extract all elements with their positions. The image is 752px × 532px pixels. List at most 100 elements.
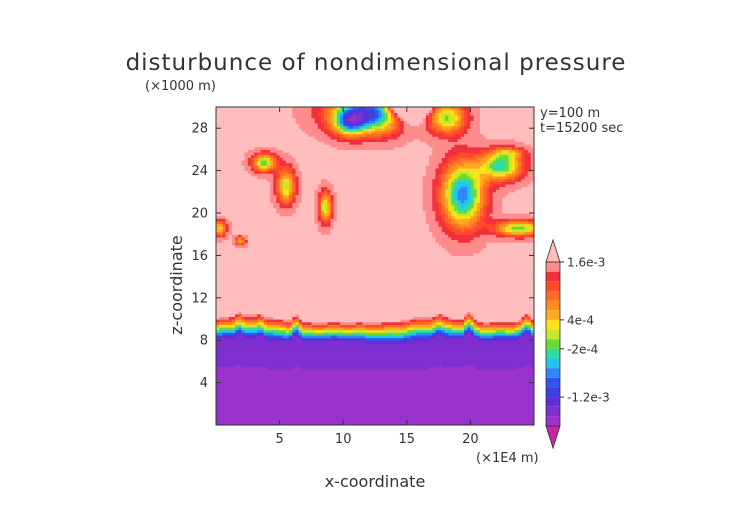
contour-cell [518,165,522,169]
contour-cell [289,202,293,206]
contour-cell [231,242,236,246]
contour-cell [467,311,471,315]
contour-cell [244,242,249,246]
contour-cell [502,210,534,214]
contour-cell [476,157,484,161]
contour-cell [476,223,497,227]
contour-cell [486,194,491,198]
contour-cell [292,197,297,201]
contour-cell [460,160,481,164]
contour-cell [346,107,351,111]
contour-cell [222,234,227,238]
contour-cell [295,183,300,188]
contour-cell [279,154,293,158]
contour-cell [352,133,367,137]
contour-cell [486,162,491,166]
contour-cell [330,120,335,124]
contour-cell [216,191,271,196]
contour-cell [457,109,462,113]
contour-cell [231,231,322,235]
contour-cell [435,194,440,198]
contour-cell [273,316,293,320]
contour-cell [336,197,424,201]
contour-cell [473,236,516,241]
contour-cell [451,178,456,182]
contour-cell [524,175,534,180]
contour-cell [244,329,258,333]
contour-cell [441,202,446,206]
contour-cell [511,162,516,166]
contour-cell [273,162,278,166]
contour-cell [470,122,481,127]
contour-cell [530,329,534,333]
contour-cell [479,218,484,222]
contour-cell [289,183,293,188]
contour-cell [530,364,534,368]
contour-cell [282,178,290,182]
contour-cell [435,109,440,113]
contour-cell [403,130,430,135]
contour-cell [454,197,459,201]
contour-cell [320,194,325,198]
contour-cell [451,202,456,206]
colorbar-segment [546,329,560,340]
contour-cell [502,197,534,201]
contour-cell [216,220,223,225]
contour-cell [314,189,322,193]
contour-cell [470,191,475,196]
contour-cell [502,231,506,235]
contour-cell [282,321,293,325]
contour-cell [266,154,271,158]
contour-cell [473,117,481,121]
contour-cell [527,319,532,323]
contour-cell [451,186,456,190]
contour-cell [279,183,284,188]
contour-cell [470,326,475,331]
contour-cell [355,122,360,127]
contour-cell [295,321,300,325]
contour-cell [514,154,519,158]
contour-cell [343,133,351,137]
contour-cell [216,122,300,127]
contour-cell [422,194,433,198]
contour-cell [438,197,443,201]
contour-cell [285,324,290,328]
contour-cell [279,202,284,206]
contour-cell [454,199,459,203]
contour-cell [384,117,389,121]
contour-cell [451,165,459,169]
contour-cell [432,324,437,328]
contour-cell [508,191,534,196]
contour-cell [486,210,494,214]
contour-cell [266,165,271,169]
contour-cell [479,112,534,116]
contour-cell [495,329,506,333]
contour-cell [333,130,338,135]
contour-cell [298,202,316,206]
contour-cell [438,223,446,227]
contour-cell [438,199,443,203]
contour-cell [387,332,395,336]
contour-cell [216,390,534,394]
contour-cell [276,197,281,201]
contour-cell [467,210,471,214]
contour-cell [216,128,303,132]
contour-cell [473,231,497,235]
contour-cell [390,107,395,111]
contour-cell [295,313,300,317]
contour-cell [530,334,534,339]
contour-cell [429,223,440,227]
contour-cell [273,191,278,196]
contour-cell [457,152,484,156]
contour-cell [216,358,534,362]
contour-cell [444,183,449,188]
contour-cell [394,120,398,124]
contour-cell [324,215,328,219]
contour-cell [444,321,452,325]
contour-cell [467,181,471,185]
contour-cell [454,218,471,222]
contour-cell [467,321,471,325]
contour-cell [292,170,297,174]
contour-cell [375,117,379,121]
contour-cell [441,207,446,211]
